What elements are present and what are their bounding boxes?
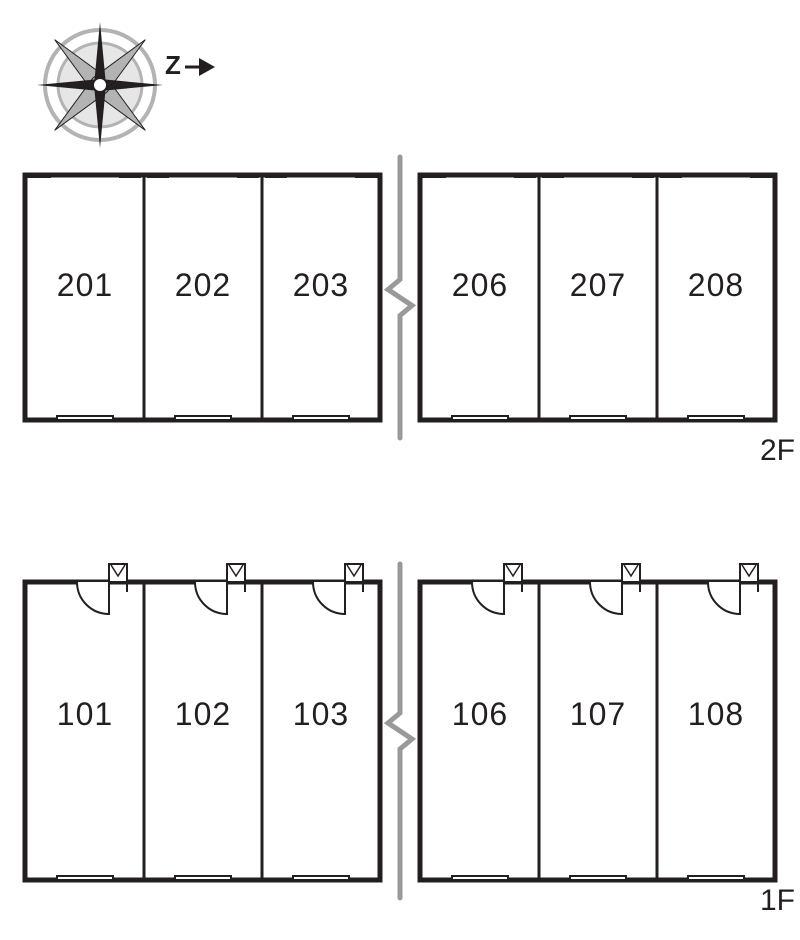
floor-1F: 101 102 103 106 107 108 1F xyxy=(25,562,795,917)
section-break-1F xyxy=(384,562,416,900)
block-2F-1: 206 207 208 xyxy=(419,173,776,420)
block-1F-1: 106 107 108 xyxy=(420,564,775,880)
room-label-206: 206 xyxy=(452,267,508,303)
room-label-102: 102 xyxy=(175,696,231,732)
room-label-107: 107 xyxy=(570,696,626,732)
floor-layout-diagram: Z2012022032062072082F1011021031061071081… xyxy=(0,0,800,940)
compass-north-arrow: Z xyxy=(165,50,215,80)
room-label-101: 101 xyxy=(57,696,113,732)
room-label-106: 106 xyxy=(452,696,508,732)
room-label-207: 207 xyxy=(570,267,626,303)
room-label-202: 202 xyxy=(175,267,231,303)
block-2F-0: 201 202 203 xyxy=(24,173,381,420)
floor-2F: 201 202 203 206 207 208 2F xyxy=(24,155,795,467)
section-break-2F xyxy=(384,155,416,440)
compass-icon: Z xyxy=(37,22,215,148)
room-label-108: 108 xyxy=(688,696,744,732)
room-label-103: 103 xyxy=(293,696,349,732)
room-label-201: 201 xyxy=(57,267,113,303)
compass-label: Z xyxy=(165,50,181,80)
room-label-203: 203 xyxy=(293,267,349,303)
floor-label-1F: 1F xyxy=(760,884,795,917)
floor-label-2F: 2F xyxy=(760,434,795,467)
block-1F-0: 101 102 103 xyxy=(25,564,380,880)
room-label-208: 208 xyxy=(688,267,744,303)
